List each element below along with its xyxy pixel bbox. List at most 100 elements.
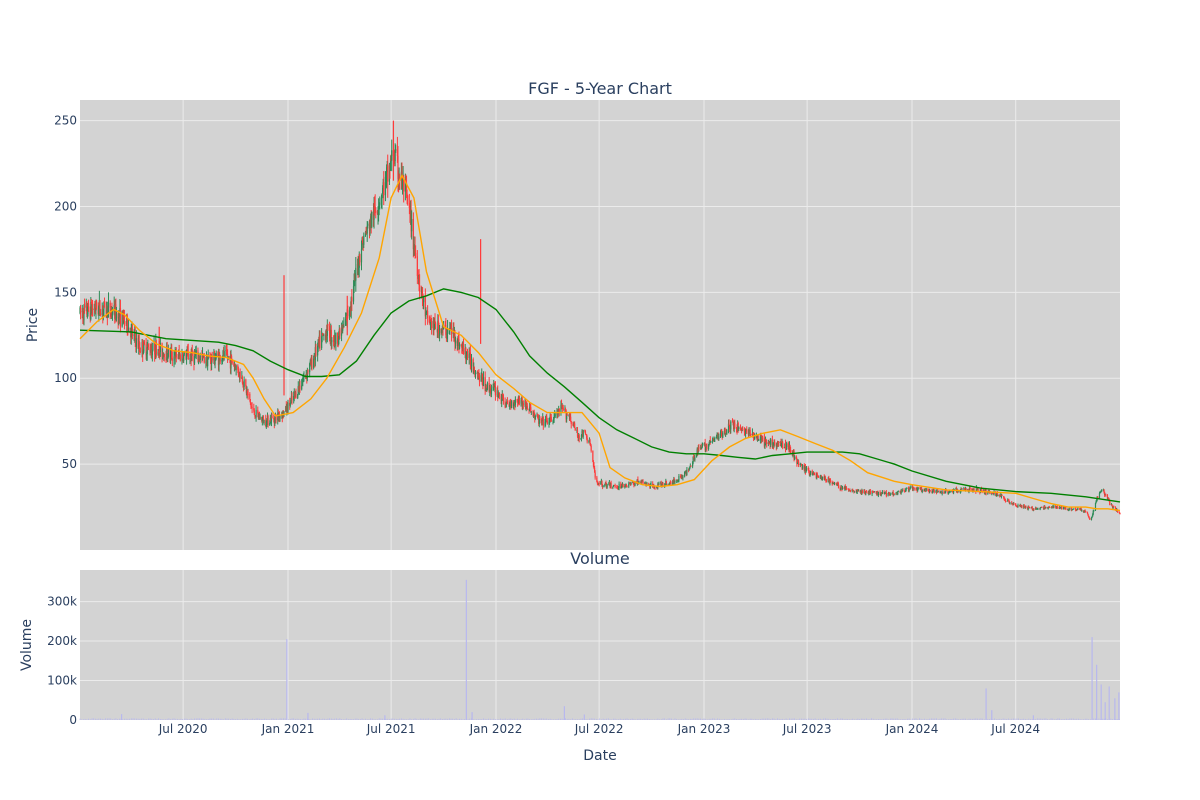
candle-body: [1027, 506, 1029, 510]
x-tick-label: Jul 2021: [366, 722, 416, 736]
candle: [1113, 505, 1115, 508]
candle-body: [529, 406, 531, 411]
candle: [1007, 499, 1009, 501]
candle: [373, 196, 375, 229]
candle-body: [221, 359, 224, 361]
volume-bar: [262, 719, 264, 720]
volume-bar: [871, 718, 872, 720]
candle: [654, 487, 656, 490]
volume-bar: [1019, 719, 1021, 720]
candle: [474, 370, 477, 379]
volume-bar: [489, 718, 491, 720]
candle-body: [83, 305, 85, 321]
candle-body: [404, 180, 406, 192]
volume-bar: [443, 718, 445, 720]
candle-body: [1103, 489, 1105, 493]
volume-bar: [436, 719, 438, 720]
candle: [411, 210, 413, 240]
candle-body: [865, 491, 867, 494]
candle: [778, 440, 780, 447]
candle-body: [657, 483, 659, 488]
candle: [727, 419, 730, 434]
volume-bar: [761, 718, 763, 720]
candle: [271, 413, 273, 419]
candle: [1080, 507, 1082, 511]
candle: [696, 447, 698, 457]
candle-body: [147, 344, 149, 348]
candle-body: [820, 475, 822, 480]
volume-bar: [642, 719, 643, 720]
candle-body: [714, 437, 716, 439]
x-tick-label: Jul 2020: [158, 722, 208, 736]
candle: [877, 491, 879, 498]
volume-bar: [900, 719, 902, 720]
candle: [601, 480, 603, 488]
candle-body: [477, 374, 479, 379]
candle-body: [1016, 506, 1018, 507]
candle-body: [540, 419, 542, 421]
candle-body: [948, 491, 950, 493]
candle-body: [606, 484, 608, 488]
candle-body: [396, 149, 399, 156]
candle: [325, 329, 327, 344]
candle-body: [309, 363, 311, 373]
volume-bar: [997, 718, 999, 720]
candle-body: [301, 385, 303, 390]
candle: [219, 351, 221, 356]
candle: [729, 424, 731, 433]
candle: [423, 295, 425, 310]
candle-body: [510, 401, 512, 408]
volume-bar: [597, 719, 599, 720]
candle-body: [233, 363, 235, 367]
candle-body: [840, 488, 842, 490]
volume-bar: [901, 719, 903, 720]
candle: [794, 455, 796, 461]
volume-bar: [1021, 718, 1023, 720]
candle: [897, 490, 899, 492]
candle-body: [245, 379, 247, 387]
volume-bar: [132, 718, 134, 720]
candle: [243, 376, 245, 391]
candle: [900, 488, 902, 495]
candle-body: [670, 482, 672, 485]
candle-body: [163, 353, 165, 358]
candle-body: [1004, 499, 1006, 501]
volume-bar: [269, 719, 271, 720]
candle: [434, 321, 437, 330]
volume-bar: [941, 718, 943, 720]
candle: [590, 444, 592, 453]
candle-body: [574, 423, 576, 428]
candle-body: [91, 308, 94, 311]
volume-bar: [491, 719, 493, 720]
candle-body: [821, 478, 823, 480]
candle-body: [401, 180, 404, 187]
volume-bar: [558, 718, 560, 720]
candle-body: [620, 483, 622, 488]
candle-body: [159, 343, 161, 353]
candle-body: [885, 492, 887, 496]
candle-body: [379, 202, 381, 205]
candle-body: [375, 210, 377, 213]
volume-bar: [421, 718, 423, 720]
candle: [355, 256, 357, 292]
volume-bar: [214, 719, 216, 720]
volume-bar: [741, 718, 743, 720]
volume-bar: [987, 718, 989, 720]
volume-bar: [1007, 718, 1009, 720]
volume-bar: [380, 718, 382, 720]
volume-bar: [859, 719, 860, 720]
candle-body: [225, 350, 228, 351]
candle: [980, 486, 983, 492]
volume-bar: [387, 718, 389, 720]
candle-body: [554, 414, 556, 416]
volume-bar: [377, 719, 378, 720]
candle: [921, 489, 923, 494]
candle: [905, 487, 907, 491]
volume-bar: [773, 718, 775, 720]
volume-bar: [877, 718, 879, 720]
volume-bar: [548, 719, 549, 720]
candle-body: [139, 351, 142, 353]
volume-bar: [732, 718, 734, 720]
candle-body: [331, 340, 333, 343]
